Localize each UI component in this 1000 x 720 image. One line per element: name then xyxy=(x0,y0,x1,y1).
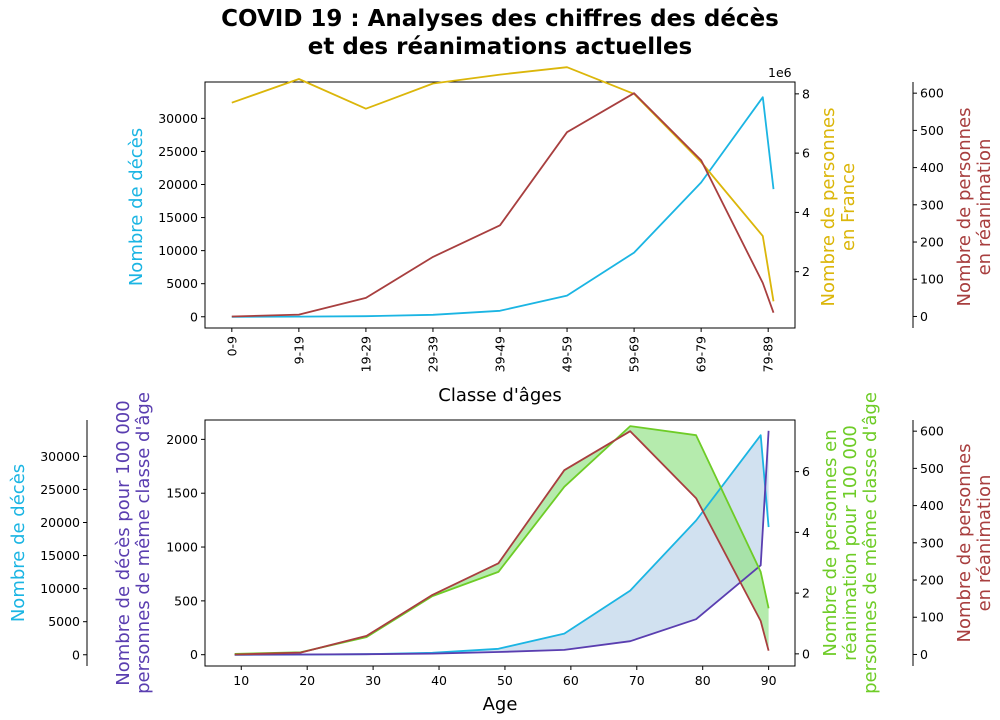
y-label-reanimation-100k-line-1: Nombre de personnes en xyxy=(820,429,841,656)
y-label-reanimation-100k-line-2: réanimation pour 100 000 xyxy=(840,425,861,661)
y-axis-deces-tick-label: 10000 xyxy=(158,243,198,258)
y-axis-deces-100k-tick-label: 2000 xyxy=(166,432,198,447)
series-reanimation-line xyxy=(231,92,775,318)
y-axis-reanimation-bottom-tick-label: 600 xyxy=(920,424,944,439)
y-axis-reanimation-bottom-tick-label: 200 xyxy=(920,573,944,588)
y-axis-deces-100k-tick-label: 500 xyxy=(174,593,198,608)
x-tick-label: 70 xyxy=(629,673,645,688)
y-label-deces-100k-line-1: Nombre de décès pour 100 000 xyxy=(113,400,134,685)
y-axis-reanimation-100k-tick-label: 4 xyxy=(802,525,810,540)
y-label-deces-top-line-1: Nombre de décès xyxy=(126,128,147,286)
x-tick-label: 9-19 xyxy=(291,336,306,364)
plot-frame-top xyxy=(204,81,796,329)
x-tick-label: 69-79 xyxy=(694,336,709,372)
x-tick-label: 0-9 xyxy=(224,336,239,356)
series-reanimation-bottom-line xyxy=(234,430,770,656)
y-axis-deces-tick-label: 30000 xyxy=(158,111,198,126)
y-axis-deces-bottom-tick-label: 20000 xyxy=(40,515,80,530)
y-axis-reanimation-tick-label: 100 xyxy=(920,272,944,287)
y-axis-reanimation-bottom-tick-label: 0 xyxy=(920,647,928,662)
y-axis-reanimation-tick-label: 400 xyxy=(920,160,944,175)
y-label-reanimation-top-line-2: en réanimation xyxy=(974,139,995,276)
y-axis-deces-tick-label: 15000 xyxy=(158,210,198,225)
y-axis-deces-bottom-tick-label: 5000 xyxy=(48,614,80,629)
y-axis-reanimation-tick-label: 600 xyxy=(920,86,944,101)
x-tick-label: 40 xyxy=(431,673,447,688)
y-axis-population-tick-label: 8 xyxy=(802,86,810,101)
y-axis-reanimation-100k-tick-label: 6 xyxy=(802,464,810,479)
y-label-deces-100k: Nombre de décès pour 100 000personnes de… xyxy=(113,392,154,694)
chart-bottom: 0500100015002000050001000015000200002500… xyxy=(8,392,995,715)
x-tick-label: 20 xyxy=(299,673,315,688)
y-label-reanimation-100k-line-3: personnes de même classe d'âge xyxy=(860,392,881,694)
series-deces-line xyxy=(231,96,775,318)
y-axis-reanimation-100k-tick-label: 2 xyxy=(802,586,810,601)
y-axis-deces-bottom-tick-label: 30000 xyxy=(40,449,80,464)
y-axis-deces-100k-tick-label: 1500 xyxy=(166,486,198,501)
x-tick-label: 30 xyxy=(365,673,381,688)
figure-title-line1: COVID 19 : Analyses des chiffres des déc… xyxy=(221,6,779,32)
y-label-deces-top: Nombre de décès xyxy=(126,128,147,286)
x-tick-label: 19-29 xyxy=(358,336,373,372)
y-axis-reanimation-100k-tick-label: 0 xyxy=(802,646,810,661)
y-axis-deces-bottom-tick-label: 15000 xyxy=(40,548,80,563)
y-axis-reanimation-tick-label: 300 xyxy=(920,197,944,212)
y-label-deces-bottom: Nombre de décès xyxy=(8,464,29,622)
x-tick-label: 10 xyxy=(233,673,249,688)
y-axis-deces-tick-label: 20000 xyxy=(158,177,198,192)
series-population-line xyxy=(231,66,775,302)
x-tick-label: 79-89 xyxy=(761,336,776,372)
y-axis-deces-bottom-tick-label: 10000 xyxy=(40,581,80,596)
y-axis-population-tick-label: 6 xyxy=(802,146,810,161)
x-tick-label: 39-49 xyxy=(493,336,508,372)
x-tick-label: 29-39 xyxy=(425,336,440,372)
y-axis-reanimation-bottom-tick-label: 400 xyxy=(920,498,944,513)
chart-top: 0 5000 10000 15000 20000 25000 30000 2 4 6 8 1e6 0 10… xyxy=(126,65,995,406)
figure-title-line2: et des réanimations actuelles xyxy=(308,34,693,60)
y-axis-deces-100k-tick-label: 0 xyxy=(190,647,198,662)
y-label-reanimation-bottom: Nombre de personnesen réanimation xyxy=(954,443,995,642)
y-label-reanimation-top-line-1: Nombre de personnes xyxy=(954,107,975,306)
x-axis-label-top: Classe d'âges xyxy=(438,385,561,406)
y-label-reanimation-top: Nombre de personnesen réanimation xyxy=(954,107,995,306)
x-tick-label: 59-69 xyxy=(627,336,642,372)
series-deces-100k-line xyxy=(234,430,770,656)
y-axis-deces-bottom-tick-label: 25000 xyxy=(40,482,80,497)
y-label-deces-bottom-line-1: Nombre de décès xyxy=(8,464,29,622)
y-axis-population-tick-label: 2 xyxy=(802,264,810,279)
x-tick-label: 50 xyxy=(497,673,513,688)
x-tick-label: 49-59 xyxy=(560,336,575,372)
y-axis-deces-bottom-tick-label: 0 xyxy=(72,647,80,662)
x-axis-label-bottom: Age xyxy=(483,694,518,715)
y-label-reanimation-bottom-line-2: en réanimation xyxy=(974,475,995,612)
x-tick-label: 90 xyxy=(761,673,777,688)
y-axis-reanimation-tick-label: 0 xyxy=(920,309,928,324)
y-axis-deces-tick-label: 0 xyxy=(190,309,198,324)
y-axis-reanimation-bottom-tick-label: 300 xyxy=(920,535,944,550)
y-axis-deces-100k-tick-label: 1000 xyxy=(166,540,198,555)
y-axis-deces-tick-label: 25000 xyxy=(158,144,198,159)
x-tick-label: 60 xyxy=(563,673,579,688)
y-label-population-line-2: en France xyxy=(838,163,859,251)
y-axis-reanimation-bottom-tick-label: 500 xyxy=(920,461,944,476)
y-label-population-line-1: Nombre de personnes xyxy=(818,107,839,306)
x-tick-label: 80 xyxy=(695,673,711,688)
y-axis-reanimation-tick-label: 200 xyxy=(920,235,944,250)
fill-between-deces xyxy=(234,430,769,655)
y-axis-population-tick-label: 4 xyxy=(802,205,810,220)
y-label-reanimation-100k: Nombre de personnes enréanimation pour 1… xyxy=(820,392,881,694)
y-axis-reanimation-bottom-tick-label: 100 xyxy=(920,610,944,625)
y-axis-reanimation-tick-label: 500 xyxy=(920,123,944,138)
y-label-population: Nombre de personnesen France xyxy=(818,107,859,306)
y-label-deces-100k-line-2: personnes de même classe d'âge xyxy=(133,392,154,694)
y-axis-population-offset-text: 1e6 xyxy=(768,65,792,80)
y-label-reanimation-bottom-line-1: Nombre de personnes xyxy=(954,443,975,642)
y-axis-deces-tick-label: 5000 xyxy=(166,276,198,291)
